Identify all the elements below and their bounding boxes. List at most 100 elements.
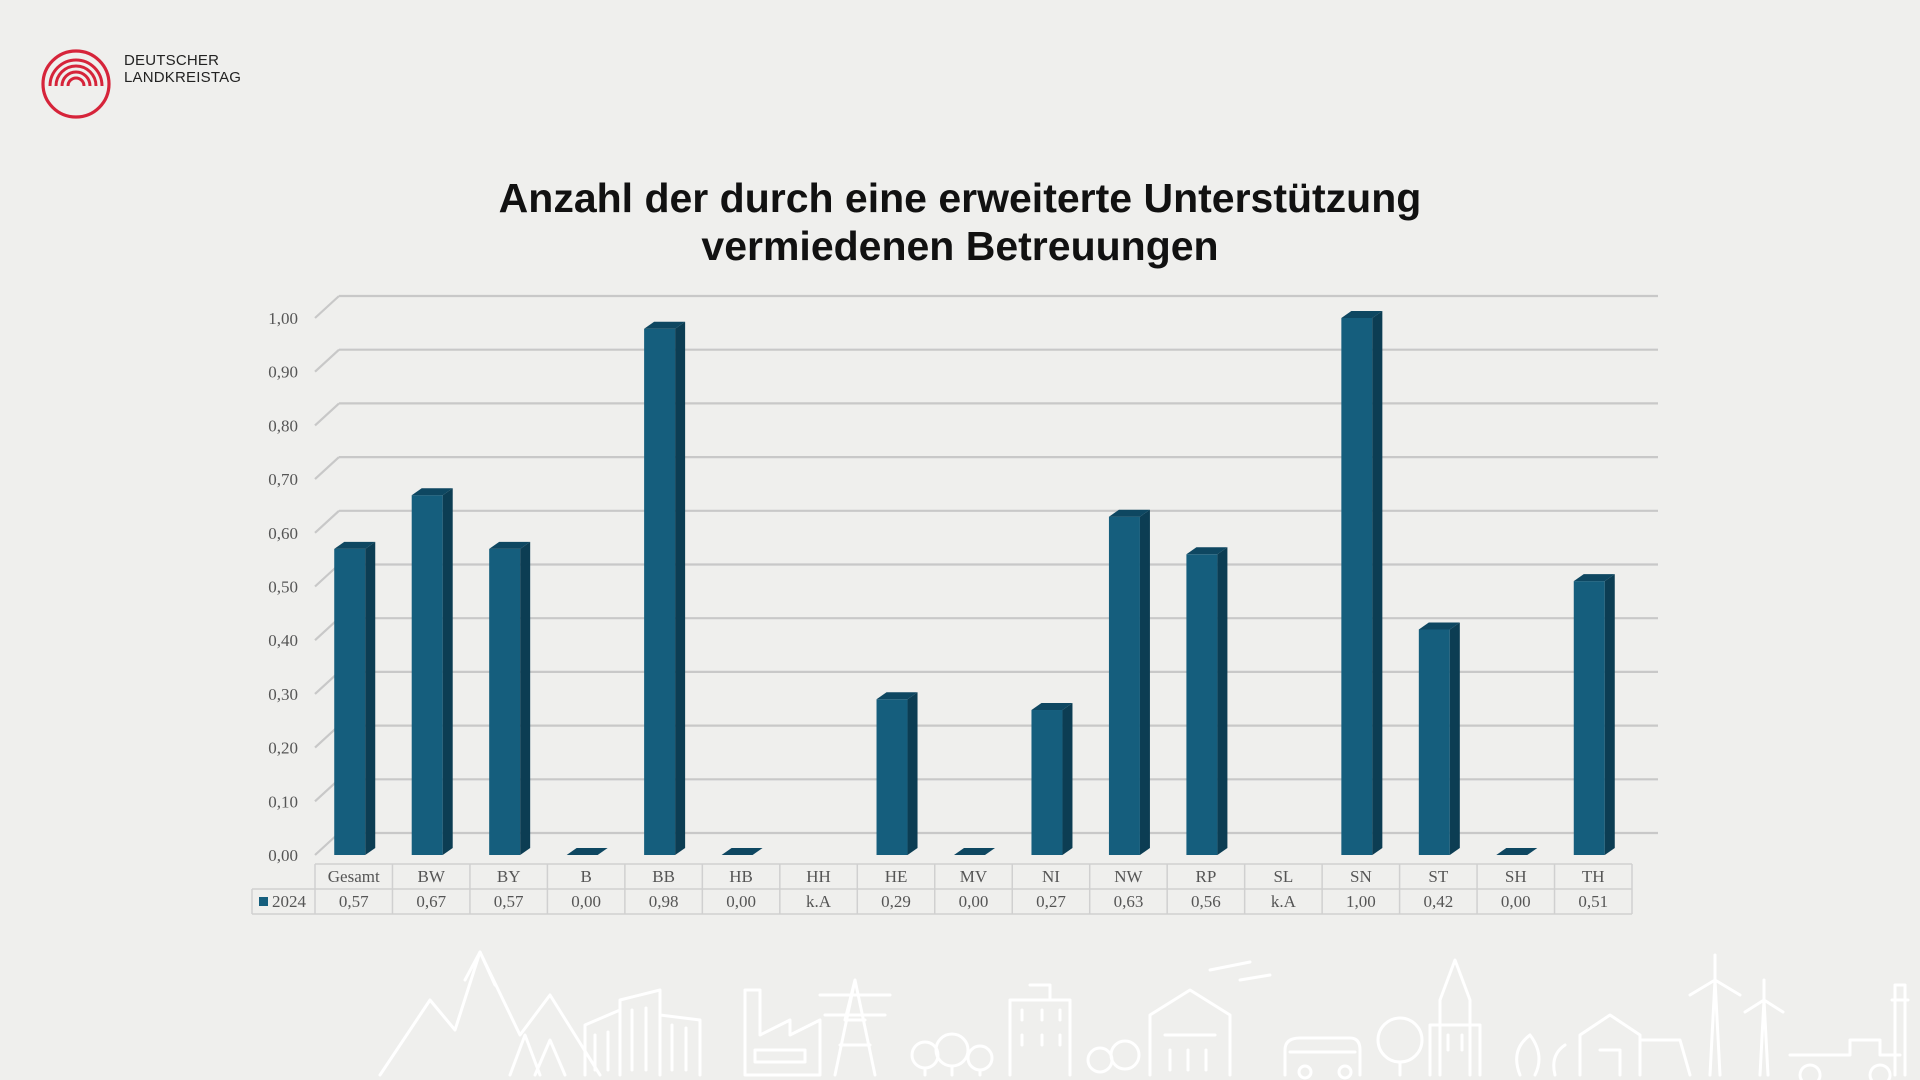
gridline-side — [314, 402, 340, 427]
bar-side — [675, 321, 686, 855]
bar-side — [1062, 703, 1073, 855]
x-tick-label: HB — [729, 867, 753, 886]
bar-side — [1604, 574, 1615, 855]
bar — [721, 848, 763, 855]
bar-side — [365, 541, 376, 855]
x-tick-label: SN — [1350, 867, 1372, 886]
legend-swatch — [259, 897, 268, 906]
bar-top — [1186, 547, 1228, 555]
bar-front — [1418, 629, 1450, 855]
bar-top — [1573, 574, 1615, 582]
x-tick-label: SH — [1505, 867, 1527, 886]
bar — [1496, 848, 1538, 855]
gridline-side — [314, 509, 340, 534]
data-label: 0,00 — [959, 892, 989, 911]
x-tick-label: BY — [497, 867, 521, 886]
bar — [1418, 622, 1460, 855]
y-tick-label: 0,90 — [268, 363, 298, 382]
bar-top-flat — [721, 848, 763, 855]
x-tick-label: RP — [1196, 867, 1217, 886]
x-tick-label: TH — [1582, 867, 1605, 886]
deutscher-landkreistag-logo: DEUTSCHER LANDKREISTAG — [40, 48, 280, 120]
x-tick-label: B — [580, 867, 591, 886]
gridline-side — [314, 348, 340, 373]
bar-top — [1341, 311, 1383, 318]
bar-top — [489, 541, 531, 549]
logo-line-1: DEUTSCHER — [124, 52, 220, 69]
bar-side — [1372, 311, 1383, 855]
chart-title: Anzahl der durch eine erweiterte Unterst… — [0, 174, 1920, 270]
bar-front — [1186, 554, 1218, 855]
bar-side — [442, 488, 453, 855]
x-tick-label: HH — [806, 867, 831, 886]
bar-top — [1031, 703, 1073, 711]
bar-front — [334, 548, 366, 855]
bar-top — [644, 321, 686, 329]
y-tick-label: 0,50 — [268, 578, 298, 597]
bar-front — [876, 699, 908, 855]
data-label: 0,98 — [649, 892, 679, 911]
y-tick-label: 1,00 — [268, 309, 298, 328]
bar-front — [644, 328, 676, 855]
x-tick-label: NI — [1042, 867, 1060, 886]
bar-front — [411, 495, 443, 855]
bar-side — [520, 541, 531, 855]
bar-side — [1217, 547, 1228, 855]
x-tick-label: Gesamt — [328, 867, 380, 886]
logo-line-2: LANDKREISTAG — [124, 69, 242, 86]
data-label: 1,00 — [1346, 892, 1376, 911]
bar — [954, 848, 995, 855]
data-label: 0,51 — [1578, 892, 1608, 911]
bar — [334, 541, 376, 855]
bar-top-flat — [954, 848, 995, 855]
bar-top — [334, 541, 376, 549]
data-label: 0,57 — [494, 892, 524, 911]
bar-front — [1573, 581, 1605, 855]
y-tick-label: 0,80 — [268, 416, 298, 435]
bar-side — [1449, 622, 1460, 855]
bar-side — [1139, 509, 1150, 855]
data-label: 0,27 — [1036, 892, 1066, 911]
data-label: 0,67 — [416, 892, 446, 911]
town-skyline-illustration — [378, 950, 1910, 1080]
bar — [1108, 509, 1150, 855]
x-tick-label: MV — [960, 867, 988, 886]
data-label: 0,63 — [1114, 892, 1144, 911]
y-tick-label: 0,60 — [268, 524, 298, 543]
data-label: 0,57 — [339, 892, 369, 911]
y-tick-label: 0,30 — [268, 685, 298, 704]
data-label: 0,00 — [571, 892, 601, 911]
x-tick-label: BW — [418, 867, 446, 886]
bar-front — [489, 548, 521, 855]
x-tick-label: BB — [652, 867, 675, 886]
landkreistag-emblem-icon — [41, 49, 111, 119]
data-label: 0,56 — [1191, 892, 1221, 911]
chart-title-line-1: Anzahl der durch eine erweiterte Unterst… — [498, 175, 1422, 221]
bar — [566, 848, 608, 855]
data-label: 0,29 — [881, 892, 911, 911]
bar-top-flat — [566, 848, 608, 855]
data-label: 0,00 — [1501, 892, 1531, 911]
y-tick-label: 0,00 — [268, 846, 298, 865]
gridline-side — [314, 456, 340, 480]
bar — [1186, 547, 1228, 855]
bar-front — [1031, 710, 1063, 855]
data-label: k.A — [1271, 892, 1297, 911]
bar — [1341, 311, 1383, 855]
bar — [644, 321, 686, 855]
bar-top — [1418, 622, 1460, 630]
bar-top-flat — [1496, 848, 1538, 855]
y-tick-label: 0,40 — [268, 631, 298, 650]
x-tick-label: ST — [1428, 867, 1448, 886]
x-tick-label: NW — [1114, 867, 1143, 886]
y-tick-label: 0,70 — [268, 470, 298, 489]
bar — [1031, 703, 1073, 855]
data-label: 0,42 — [1423, 892, 1453, 911]
bar-front — [1108, 516, 1140, 855]
bar — [1573, 574, 1615, 855]
bar-top — [876, 692, 918, 700]
bar — [876, 692, 918, 855]
bar — [411, 488, 453, 855]
x-tick-label: SL — [1273, 867, 1293, 886]
